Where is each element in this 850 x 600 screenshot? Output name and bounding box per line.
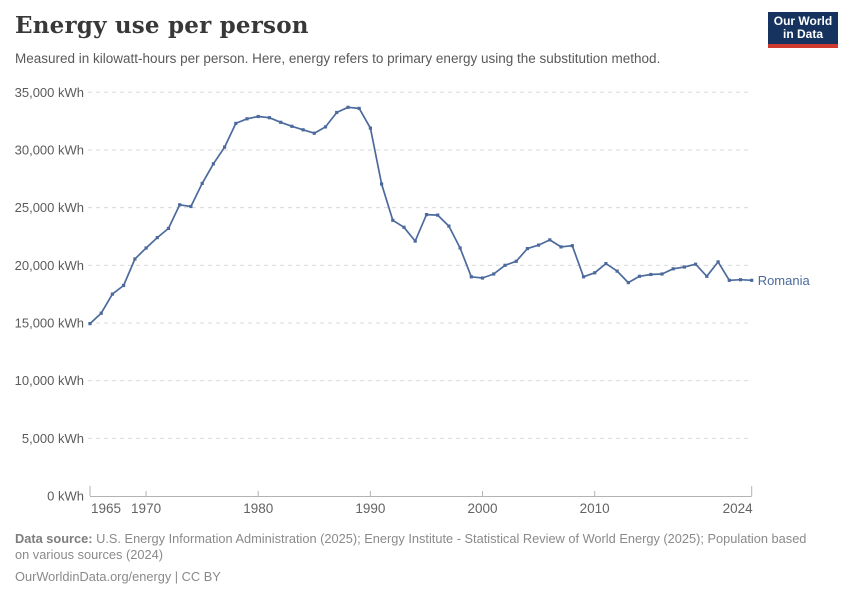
data-point[interactable] [413, 239, 417, 243]
data-point[interactable] [727, 278, 731, 282]
data-point[interactable] [492, 272, 496, 276]
data-point[interactable] [469, 275, 473, 279]
y-tick-label: 5,000 kWh [22, 431, 84, 446]
data-point[interactable] [178, 203, 182, 207]
data-point[interactable] [122, 283, 126, 288]
data-point[interactable] [279, 120, 283, 124]
y-tick-label: 10,000 kWh [15, 373, 84, 388]
x-tick-label: 1990 [355, 501, 385, 516]
x-axis-labels: 1965 1970 1980 1990 2000 2010 2024 [91, 501, 753, 516]
data-point[interactable] [480, 276, 485, 280]
data-point[interactable] [649, 272, 653, 277]
x-axis [89, 486, 753, 497]
data-point[interactable] [548, 238, 552, 242]
chart-subtitle: Measured in kilowatt-hours per person. H… [15, 51, 661, 66]
data-point[interactable] [88, 322, 92, 326]
data-point[interactable] [424, 213, 429, 217]
data-point[interactable] [133, 257, 137, 261]
x-tick-label: 2000 [468, 501, 498, 516]
data-point[interactable] [301, 128, 305, 132]
data-point[interactable] [615, 269, 619, 273]
data-point[interactable] [200, 181, 204, 185]
data-point[interactable] [660, 272, 664, 276]
y-axis-labels: 0 kWh 5,000 kWh 10,000 kWh 15,000 kWh 20,000… [15, 85, 84, 504]
entity-label-romania[interactable]: Romania [758, 273, 811, 288]
data-point[interactable] [368, 126, 372, 130]
chart-title: Energy use per person [15, 12, 309, 39]
data-point[interactable] [604, 262, 608, 266]
data-point[interactable] [525, 247, 529, 251]
data-point[interactable] [581, 275, 586, 279]
data-point[interactable] [750, 278, 754, 282]
x-tick-label: 2010 [580, 501, 610, 516]
data-point[interactable] [671, 267, 675, 271]
data-point[interactable] [537, 243, 541, 247]
data-point[interactable] [458, 246, 462, 250]
data-point[interactable] [626, 281, 630, 285]
data-point[interactable] [593, 271, 597, 275]
series-line-romania[interactable] [89, 106, 752, 325]
data-point[interactable] [380, 182, 384, 186]
data-point[interactable] [682, 265, 686, 269]
y-tick-label: 15,000 kWh [15, 315, 84, 330]
x-tick-label: 1980 [243, 501, 273, 516]
data-point[interactable] [559, 245, 563, 249]
y-tick-label: 30,000 kWh [15, 142, 84, 157]
data-point[interactable] [391, 218, 395, 222]
data-point[interactable] [738, 278, 743, 282]
y-tick-label: 35,000 kWh [15, 85, 84, 100]
data-point[interactable] [223, 145, 227, 149]
owid-logo: Our World in Data [768, 12, 838, 48]
data-point[interactable] [447, 224, 451, 228]
data-point[interactable] [267, 116, 271, 120]
data-source-note: Data source: U.S. Energy Information Adm… [15, 531, 835, 562]
data-point[interactable] [570, 244, 574, 248]
data-point[interactable] [335, 110, 339, 115]
y-tick-label: 25,000 kWh [15, 200, 84, 215]
data-point[interactable] [323, 125, 328, 129]
data-point[interactable] [245, 117, 249, 121]
data-point[interactable] [716, 260, 720, 264]
data-point[interactable] [436, 213, 440, 217]
data-point[interactable] [346, 105, 350, 109]
data-point[interactable] [211, 162, 215, 166]
data-source-label: Data source: [15, 531, 93, 546]
series-markers-romania[interactable] [88, 105, 754, 326]
data-point[interactable] [110, 292, 114, 296]
data-source-line1: U.S. Energy Information Administration (… [92, 531, 807, 546]
data-point[interactable] [694, 262, 698, 266]
x-tick-label: 1970 [131, 501, 161, 516]
data-point[interactable] [514, 259, 518, 263]
data-point[interactable] [357, 106, 361, 110]
data-point[interactable] [189, 204, 193, 209]
data-point[interactable] [234, 121, 238, 125]
data-point[interactable] [503, 263, 507, 267]
data-point[interactable] [166, 226, 171, 230]
data-point[interactable] [312, 131, 316, 135]
x-tick-label: 2024 [723, 501, 754, 516]
data-source-line2: on various sources (2024) [15, 546, 163, 562]
data-point[interactable] [144, 246, 148, 250]
data-point[interactable] [402, 225, 406, 229]
data-point[interactable] [637, 274, 642, 278]
data-point[interactable] [99, 311, 103, 315]
y-gridlines [88, 91, 750, 439]
data-point[interactable] [256, 114, 260, 119]
owid-logo-line2: in Data [782, 27, 823, 41]
y-tick-label: 20,000 kWh [15, 258, 84, 273]
x-tick-label: 1965 [91, 501, 121, 516]
data-point[interactable] [705, 274, 709, 278]
y-tick-label: 0 kWh [47, 489, 84, 504]
license-line: OurWorldinData.org/energy | CC BY [15, 569, 221, 584]
owid-logo-line1: Our World [773, 14, 833, 28]
data-point[interactable] [290, 124, 294, 128]
data-point[interactable] [155, 236, 159, 240]
